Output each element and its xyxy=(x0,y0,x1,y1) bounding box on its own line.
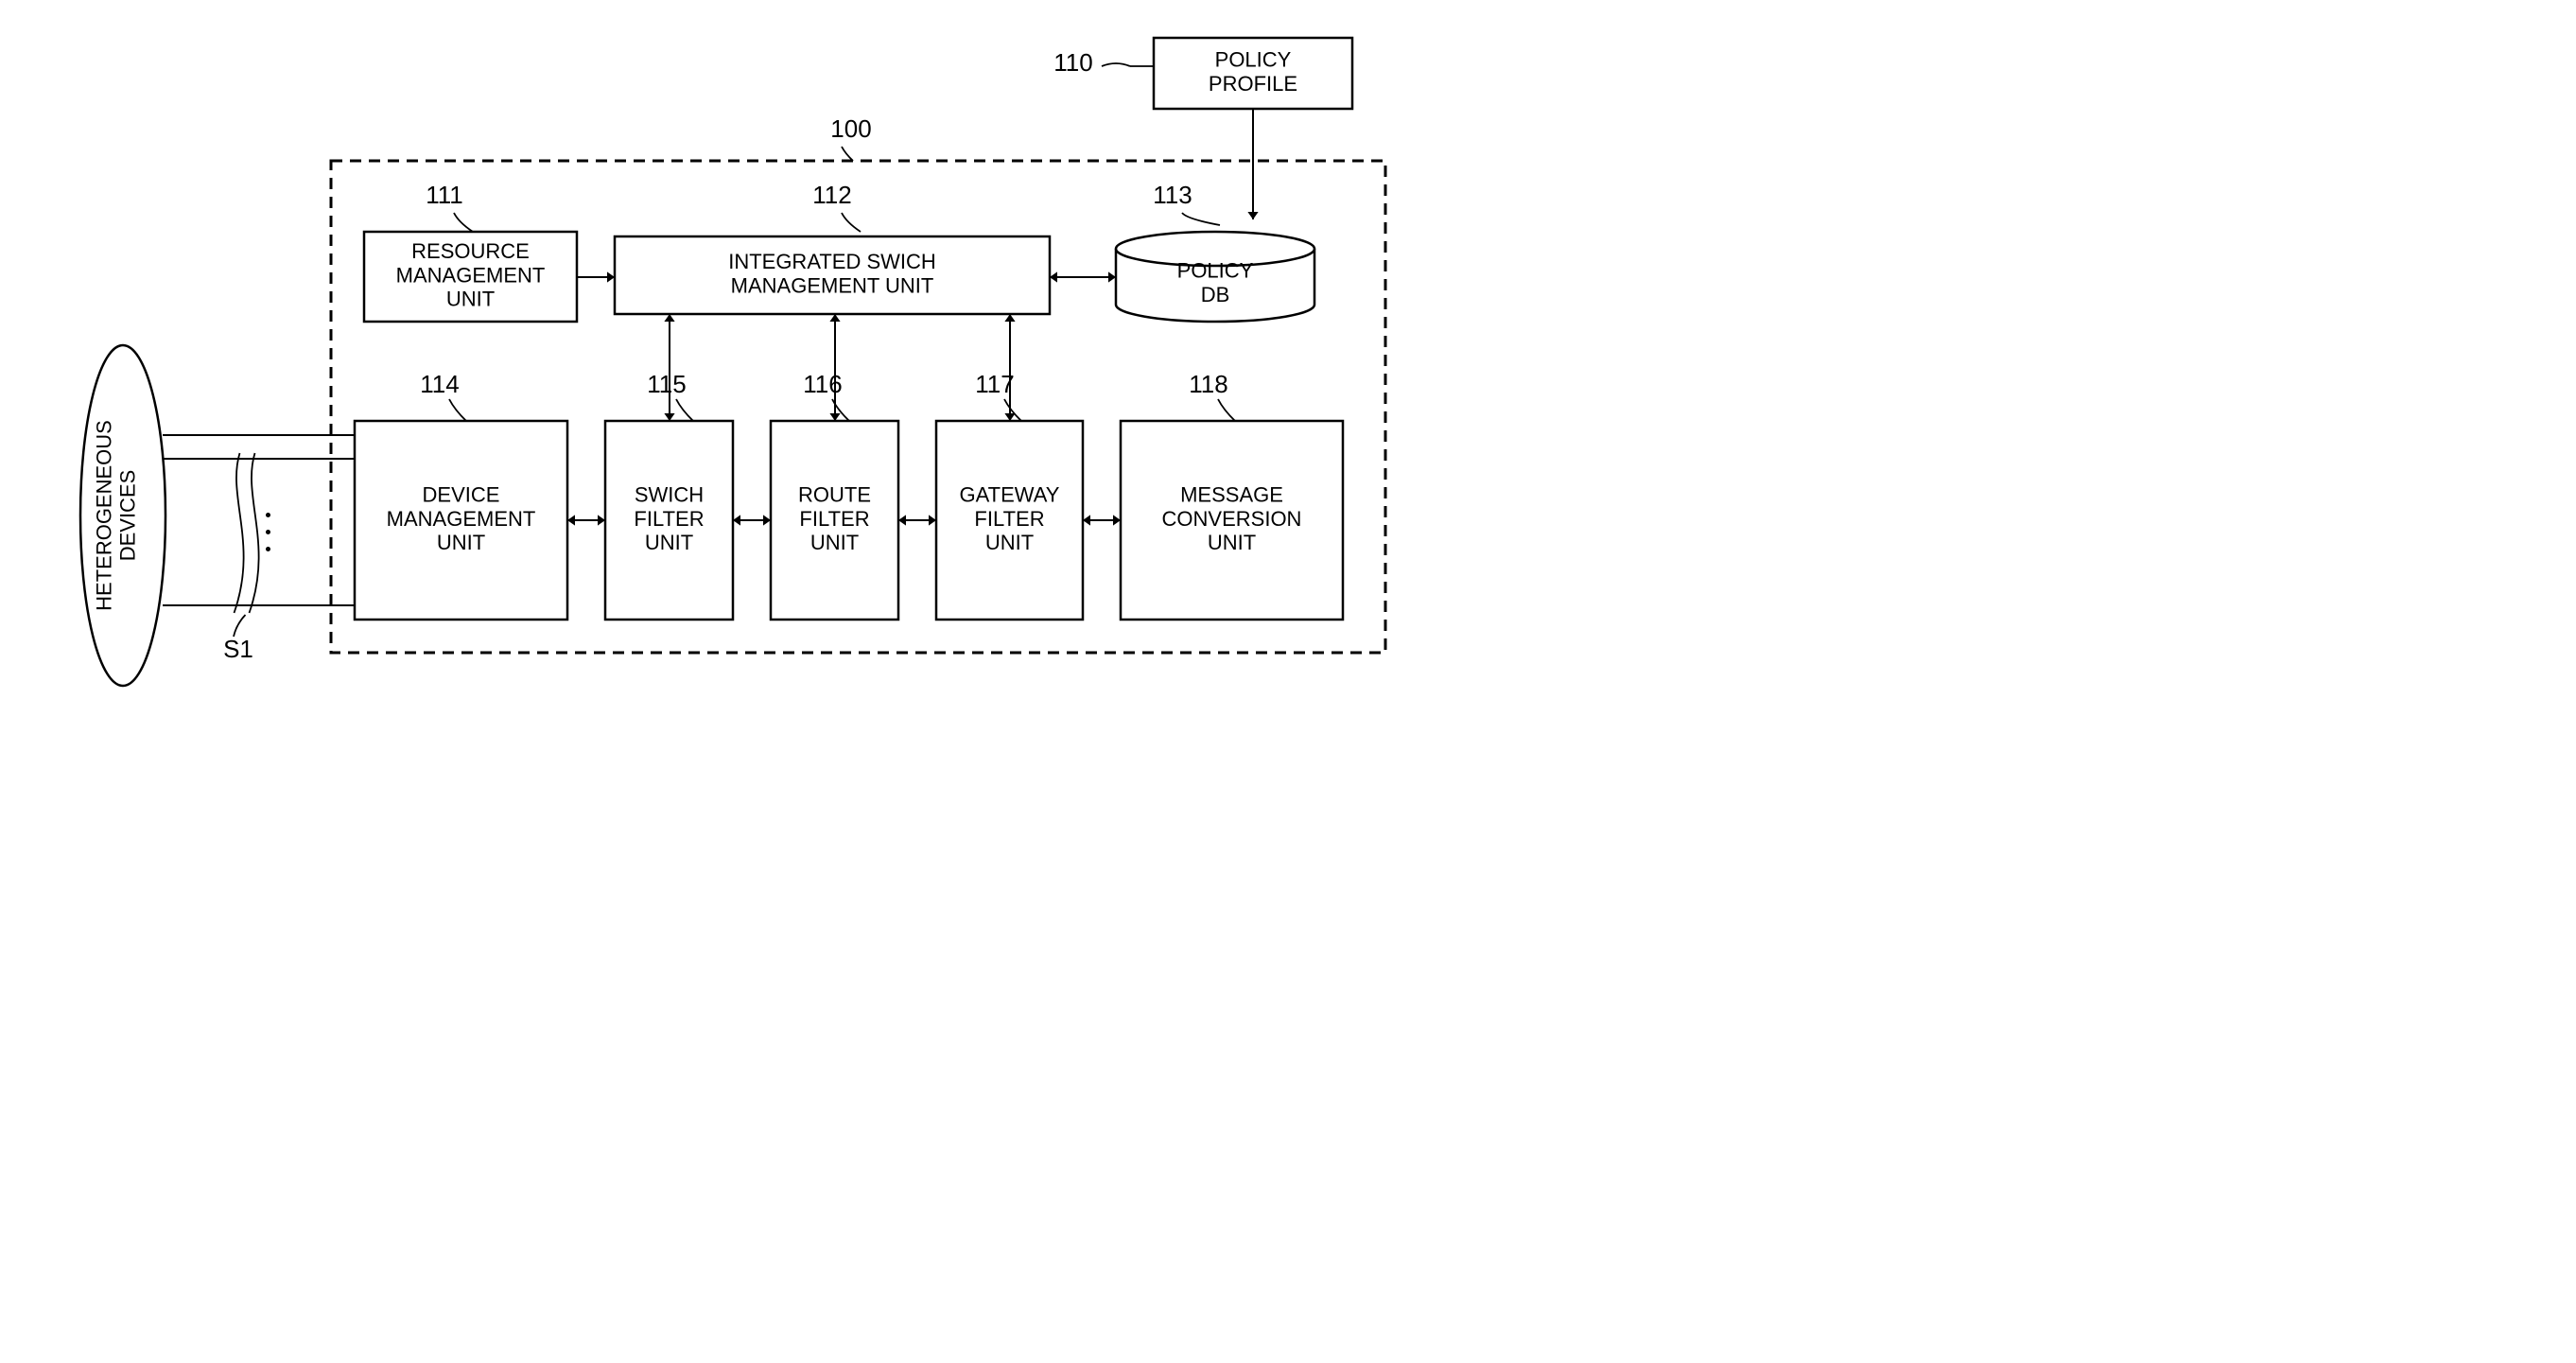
svg-text:DEVICES: DEVICES xyxy=(116,470,140,562)
svg-text:116: 116 xyxy=(803,370,842,398)
svg-text:SWICH: SWICH xyxy=(635,483,704,507)
svg-text:UNIT: UNIT xyxy=(810,531,859,554)
svg-text:ROUTE: ROUTE xyxy=(798,483,871,507)
svg-text:115: 115 xyxy=(647,370,686,398)
svg-text:FILTER: FILTER xyxy=(634,507,704,531)
svg-text:DEVICE: DEVICE xyxy=(423,483,500,507)
svg-text:DB: DB xyxy=(1201,283,1230,306)
svg-text:UNIT: UNIT xyxy=(446,288,495,311)
svg-text:114: 114 xyxy=(420,370,459,398)
svg-text:UNIT: UNIT xyxy=(645,531,693,554)
svg-text:MANAGEMENT: MANAGEMENT xyxy=(396,263,546,287)
svg-text:INTEGRATED SWICH: INTEGRATED SWICH xyxy=(728,250,936,273)
svg-text:UNIT: UNIT xyxy=(437,531,485,554)
label-100: 100 xyxy=(830,114,871,143)
svg-text:FILTER: FILTER xyxy=(974,507,1044,531)
svg-text:113: 113 xyxy=(1153,181,1192,209)
svg-text:FILTER: FILTER xyxy=(799,507,869,531)
svg-text:UNIT: UNIT xyxy=(1208,531,1256,554)
svg-text:UNIT: UNIT xyxy=(985,531,1034,554)
svg-text:HETEROGENEOUS: HETEROGENEOUS xyxy=(92,420,115,611)
svg-text:MANAGEMENT UNIT: MANAGEMENT UNIT xyxy=(731,273,934,297)
svg-text:RESOURCE: RESOURCE xyxy=(411,239,530,263)
svg-text:111: 111 xyxy=(426,181,463,209)
label-s1: S1 xyxy=(223,635,253,663)
svg-text:MANAGEMENT: MANAGEMENT xyxy=(387,507,536,531)
svg-text:118: 118 xyxy=(1189,370,1227,398)
label-110: 110 xyxy=(1053,48,1092,77)
svg-text:POLICY: POLICY xyxy=(1215,48,1292,72)
svg-text:GATEWAY: GATEWAY xyxy=(960,483,1060,507)
svg-text:MESSAGE: MESSAGE xyxy=(1180,483,1283,507)
svg-text:POLICY: POLICY xyxy=(1177,259,1254,283)
svg-text:112: 112 xyxy=(812,181,851,209)
svg-text:117: 117 xyxy=(975,370,1014,398)
svg-text:CONVERSION: CONVERSION xyxy=(1162,507,1302,531)
svg-text:PROFILE: PROFILE xyxy=(1209,72,1297,96)
